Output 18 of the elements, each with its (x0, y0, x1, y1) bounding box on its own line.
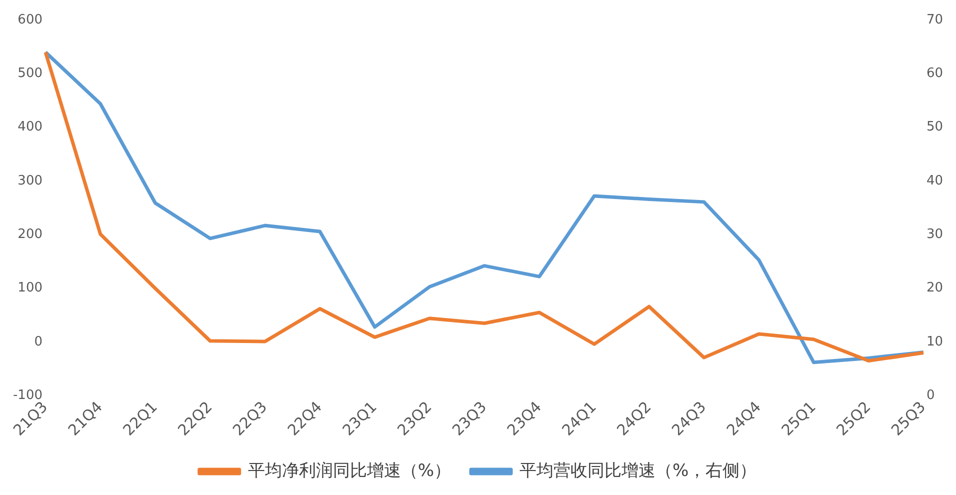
y2-tick-label: 60 (926, 66, 944, 82)
y-tick-label: 400 (18, 120, 43, 135)
y-tick-label: 600 (18, 12, 43, 28)
y2-tick-label: 50 (926, 120, 944, 135)
y-tick-label: 100 (18, 280, 43, 296)
y-tick-label: 300 (18, 173, 43, 188)
y2-tick-label: 10 (926, 334, 944, 350)
y2-tick-label: 70 (926, 12, 944, 28)
y2-tick-label: 0 (926, 388, 935, 404)
y-tick-label: 0 (34, 334, 43, 350)
legend-label: 平均净利润同比增速（%） (248, 460, 452, 481)
y-tick-label: 500 (18, 66, 43, 82)
y2-tick-label: 40 (926, 173, 944, 188)
y2-tick-label: 20 (926, 280, 944, 296)
y-tick-label: 200 (18, 227, 43, 242)
y-tick-label: -100 (12, 388, 43, 404)
y2-tick-label: 30 (926, 227, 944, 242)
legend-label: 平均营收同比增速（%，右侧） (520, 460, 757, 481)
